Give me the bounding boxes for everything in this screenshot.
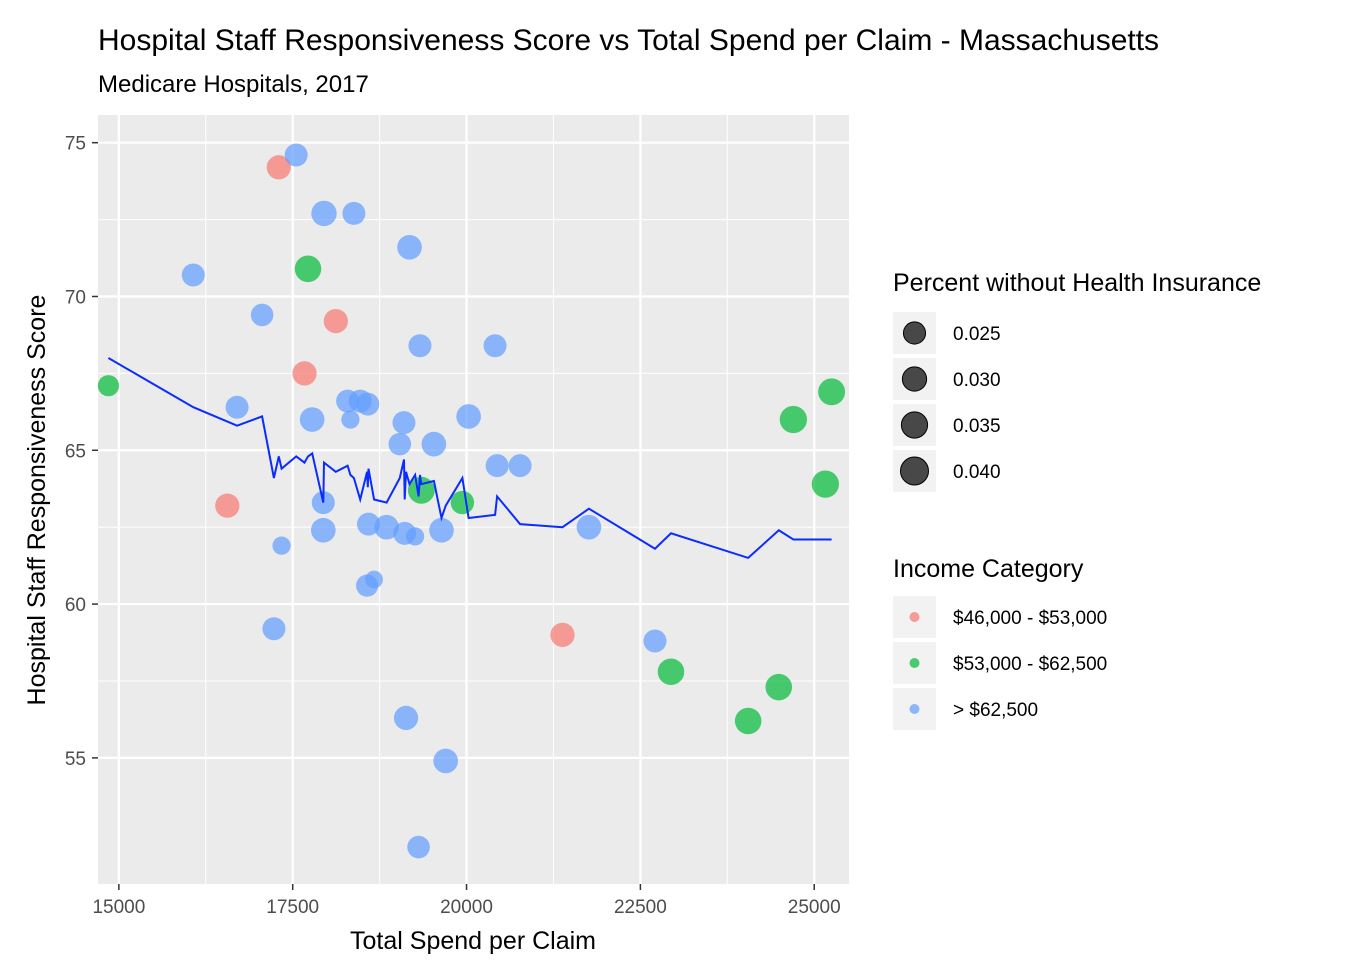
scatter-point bbox=[262, 617, 286, 641]
size-legend-label: 0.035 bbox=[953, 416, 1001, 437]
y-axis: 55 60 65 70 75 bbox=[65, 134, 98, 770]
scatter-point bbox=[407, 835, 430, 859]
y-tick-label: 75 bbox=[65, 134, 86, 155]
y-tick-label: 70 bbox=[65, 287, 86, 308]
scatter-point bbox=[450, 490, 475, 515]
scatter-point bbox=[292, 361, 317, 386]
scatter-point bbox=[456, 404, 481, 429]
scatter-point bbox=[818, 378, 846, 406]
size-legend-symbol bbox=[902, 321, 927, 345]
color-legend-title: Income Category bbox=[893, 555, 1084, 583]
scatter-point bbox=[323, 308, 348, 334]
size-legend-symbol bbox=[900, 456, 929, 486]
scatter-point bbox=[284, 143, 308, 167]
scatter-point bbox=[299, 407, 325, 432]
scatter-point bbox=[388, 432, 412, 456]
scatter-point bbox=[811, 470, 840, 498]
size-legend-symbol bbox=[900, 411, 929, 439]
scatter-point bbox=[550, 622, 575, 647]
y-tick-label: 55 bbox=[65, 749, 86, 770]
x-axis-title: Total Spend per Claim bbox=[350, 927, 596, 955]
size-legend-title: Percent without Health Insurance bbox=[893, 269, 1261, 297]
scatter-point bbox=[765, 673, 793, 701]
data-points bbox=[97, 143, 846, 859]
chart-subtitle: Medicare Hospitals, 2017 bbox=[98, 71, 369, 98]
scatter-point bbox=[657, 658, 685, 686]
scatter-point bbox=[779, 405, 808, 434]
x-tick-label: 17500 bbox=[266, 897, 319, 918]
scatter-point bbox=[397, 234, 422, 260]
x-tick-label: 25000 bbox=[788, 897, 841, 918]
scatter-point bbox=[392, 411, 416, 435]
scatter-point bbox=[215, 493, 240, 518]
color-legend-symbol bbox=[909, 612, 920, 622]
color-legend-symbol bbox=[909, 704, 920, 714]
scatter-point bbox=[356, 512, 381, 536]
scatter-point bbox=[374, 514, 399, 540]
scatter-point bbox=[250, 303, 274, 327]
size-legend-label: 0.030 bbox=[953, 370, 1001, 391]
scatter-point bbox=[311, 200, 337, 227]
scatter-point bbox=[643, 629, 667, 653]
color-legend-label: > $62,500 bbox=[953, 700, 1038, 721]
scatter-point bbox=[294, 255, 322, 283]
color-legend-symbol bbox=[909, 658, 920, 668]
size-legend-label: 0.040 bbox=[953, 462, 1001, 483]
size-legend: Percent without Health Insurance 0.025 0.… bbox=[893, 269, 1261, 492]
scatter-point bbox=[408, 334, 432, 358]
scatter-point bbox=[405, 527, 425, 546]
scatter-point bbox=[341, 410, 360, 429]
x-tick-label: 22500 bbox=[614, 897, 667, 918]
scatter-point bbox=[734, 707, 762, 735]
x-axis: 15000 17500 20000 22500 25000 bbox=[92, 884, 841, 918]
scatter-point bbox=[393, 705, 419, 731]
y-tick-label: 60 bbox=[65, 595, 86, 616]
scatter-point bbox=[407, 476, 435, 504]
scatter-point bbox=[576, 514, 602, 540]
scatter-point bbox=[421, 431, 447, 457]
size-legend-label: 0.025 bbox=[953, 324, 1001, 345]
trend-line bbox=[107, 357, 832, 560]
scatter-point bbox=[485, 454, 509, 478]
scatter-point bbox=[310, 517, 336, 543]
scatter-point bbox=[483, 334, 507, 358]
scatter-point bbox=[97, 375, 120, 397]
scatter-point bbox=[342, 201, 366, 225]
scatter-point bbox=[433, 748, 459, 774]
x-tick-label: 20000 bbox=[440, 897, 493, 918]
scatter-point bbox=[508, 454, 532, 478]
y-axis-title: Hospital Staff Responsiveness Score bbox=[23, 295, 51, 706]
y-tick-label: 65 bbox=[65, 441, 86, 462]
color-legend: Income Category $46,000 - $53,000 $53,000… bbox=[893, 555, 1107, 730]
size-legend-symbol bbox=[901, 366, 928, 392]
scatter-point bbox=[272, 536, 291, 555]
scatter-point bbox=[181, 263, 205, 287]
scatter-point bbox=[356, 392, 380, 416]
scatter-point bbox=[266, 155, 291, 180]
scatter-point bbox=[365, 570, 383, 589]
color-legend-label: $46,000 - $53,000 bbox=[953, 608, 1107, 629]
scatter-point bbox=[429, 517, 454, 543]
color-legend-label: $53,000 - $62,500 bbox=[953, 654, 1107, 675]
chart-title: Hospital Staff Responsiveness Score vs T… bbox=[98, 24, 1159, 57]
scatter-point bbox=[225, 395, 249, 419]
x-tick-label: 15000 bbox=[92, 897, 145, 918]
